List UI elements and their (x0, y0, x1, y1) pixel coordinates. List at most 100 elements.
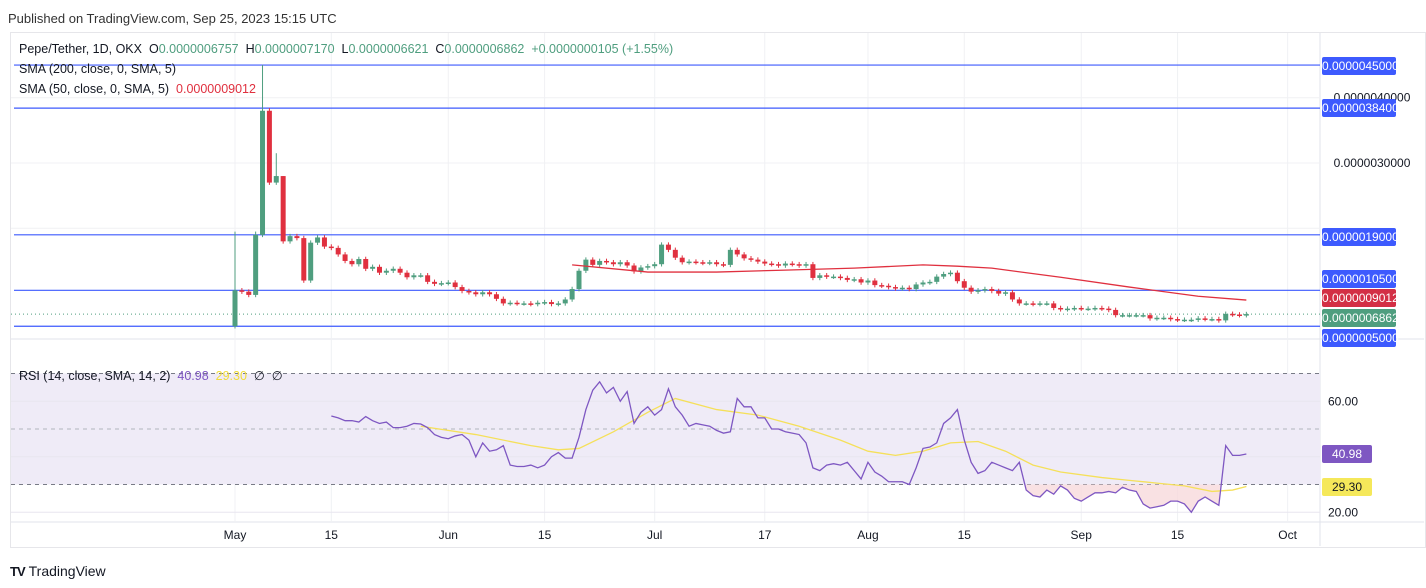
candle (356, 256, 362, 267)
candle-body (273, 176, 279, 183)
level-tag-10500: 0.0000010500 (1322, 270, 1399, 288)
candle (1140, 312, 1146, 318)
candle (542, 299, 548, 306)
candle (562, 297, 568, 306)
candle-body (720, 264, 726, 266)
candle-body (597, 260, 603, 265)
candle (927, 279, 933, 285)
sma200-legend[interactable]: SMA (200, close, 0, SMA, 5) (19, 62, 176, 76)
symbol-label[interactable]: Pepe/Tether, 1D, OKX (19, 42, 142, 56)
candle (789, 261, 795, 267)
candle (872, 278, 878, 288)
candle (376, 264, 382, 275)
candle (617, 259, 623, 267)
candle (810, 261, 816, 281)
high-value: 0.0000007170 (254, 42, 335, 56)
candle (1099, 305, 1105, 311)
candle-body (246, 291, 252, 295)
candle (610, 259, 616, 267)
candle (1243, 311, 1249, 318)
candle (776, 261, 782, 268)
x-tick-label: 17 (758, 528, 772, 542)
candle-body (631, 265, 637, 272)
rsi-na-2: ∅ (271, 369, 283, 383)
candle-body (865, 280, 871, 283)
candle (769, 261, 775, 267)
published-caption: Published on TradingView.com, Sep 25, 20… (8, 11, 337, 26)
ohlc-legend: Pepe/Tether, 1D, OKX O0.0000006757 H0.00… (19, 42, 673, 56)
candle-body (1236, 314, 1242, 316)
candle (886, 283, 892, 290)
candle (899, 285, 905, 291)
candle-body (665, 244, 671, 250)
rsi-label: RSI (14, close, SMA, 14, 2) (19, 369, 171, 383)
candle (686, 259, 692, 265)
tradingview-logo[interactable]: TV TradingView (10, 563, 106, 579)
candle (1016, 297, 1022, 306)
candle-body (548, 302, 554, 305)
candle-body (913, 284, 919, 290)
candle (411, 273, 417, 280)
x-tick-label: Aug (857, 528, 878, 542)
candle-body (796, 264, 802, 266)
candle (404, 270, 410, 280)
candle (1113, 307, 1119, 318)
candle-body (968, 287, 974, 292)
candle (700, 259, 706, 266)
candle-body (1230, 313, 1236, 316)
candle-body (438, 283, 444, 285)
candle (590, 257, 596, 268)
candle-body (569, 289, 575, 300)
candle (445, 280, 451, 286)
candle-body (1092, 307, 1098, 310)
candle (253, 231, 259, 298)
candle-body (590, 259, 596, 265)
candle (693, 259, 699, 265)
high-label: H (245, 42, 255, 56)
candle-body (982, 289, 988, 291)
x-tick-label: Jun (439, 528, 458, 542)
candle (748, 256, 754, 262)
candle-body (1126, 315, 1132, 317)
sma50-legend[interactable]: SMA (50, close, 0, SMA, 5) 0.0000009012 (19, 82, 256, 96)
candle (1106, 306, 1112, 313)
candle-body (844, 277, 850, 280)
candle (920, 280, 926, 287)
candle (266, 108, 272, 185)
candle-body (659, 244, 665, 265)
candle (315, 235, 321, 245)
candle (844, 275, 850, 283)
candle (294, 233, 300, 241)
open-value: 0.0000006757 (158, 42, 239, 56)
candle-body (335, 247, 341, 255)
tradingview-logo-icon: TV (10, 563, 26, 579)
rsi-legend[interactable]: RSI (14, close, SMA, 14, 2) 40.98 29.30 … (19, 368, 283, 383)
candle (652, 261, 658, 269)
candle-body (1113, 309, 1119, 316)
candle-body (315, 237, 321, 243)
candle-body (1085, 308, 1091, 311)
candle-body (397, 268, 403, 273)
candle-body (776, 264, 782, 266)
candle-body (714, 262, 720, 265)
candle-body (748, 258, 754, 260)
candle-body (755, 259, 761, 262)
candle-body (975, 290, 981, 292)
candle (1030, 301, 1036, 307)
candle-body (1168, 317, 1174, 320)
candle-body (892, 287, 898, 289)
candle-body (686, 261, 692, 264)
candle-body (253, 234, 259, 295)
candle (645, 263, 651, 270)
candle (493, 291, 499, 302)
candle-body (769, 263, 775, 266)
candle (679, 255, 685, 265)
candle-body (328, 246, 334, 249)
candle-body (1030, 303, 1036, 305)
candle-body (294, 236, 300, 239)
candle (858, 276, 864, 285)
candle-body (672, 249, 678, 258)
candle-body (872, 280, 878, 286)
candle (1161, 315, 1167, 321)
